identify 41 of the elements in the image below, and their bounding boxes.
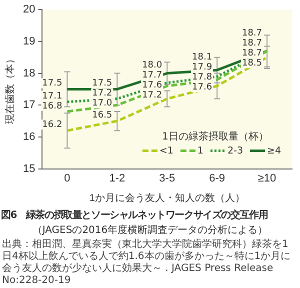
legend-title: 1日の緑茶摂取量（杯） — [162, 130, 268, 142]
data-label: 17.6 — [142, 80, 162, 90]
data-label: 18.7 — [242, 38, 262, 49]
y-tick-label: 18 — [22, 67, 36, 80]
data-label: 17.8 — [192, 72, 212, 82]
data-label: 17.6 — [192, 82, 212, 92]
data-label: 17.5 — [42, 78, 62, 89]
data-label: 17.2 — [92, 88, 112, 99]
data-label: 17.1 — [42, 91, 62, 102]
y-axis-title: 現在歯数（本） — [4, 54, 16, 124]
x-tick-label: 6-9 — [209, 172, 226, 184]
y-tick-label: 19 — [22, 35, 36, 48]
data-label: 16.2 — [42, 120, 62, 130]
text: 図6 緑茶の摂取量とソーシャルネットワークサイズの交互作用 — [1, 208, 269, 222]
legend-label: ≥4 — [266, 145, 282, 156]
legend-label: <1 — [159, 145, 174, 156]
data-label: 18.7 — [242, 48, 262, 59]
y-tick-label: 20 — [22, 4, 36, 16]
data-label: 17.9 — [192, 62, 212, 72]
data-label: 17.0 — [92, 98, 112, 109]
y-tick-label: 16 — [22, 130, 36, 143]
data-label: 18.1 — [192, 52, 212, 62]
data-label: 18.7 — [242, 28, 262, 39]
data-label: 17.2 — [142, 90, 162, 100]
data-label: 16.5 — [92, 110, 112, 120]
x-tick-label: 0 — [64, 172, 70, 184]
y-tick-label: 15 — [22, 162, 36, 175]
data-label: 18.5 — [242, 58, 262, 69]
legend-label: 2-3 — [227, 145, 244, 156]
data-label: 16.8 — [42, 101, 62, 112]
x-axis-title: 1か月に会う友人・知人の数（人） — [89, 192, 245, 204]
x-tick-label: 1-2 — [109, 172, 126, 184]
x-tick-label: 3-5 — [159, 172, 176, 184]
y-tick-label: 17 — [22, 99, 36, 112]
text: （JAGESの2016年度横断調査データの分析による） — [31, 224, 269, 237]
x-tick-label: ≥10 — [258, 172, 276, 184]
legend-label: 1 — [197, 145, 204, 156]
source-note: 出典：相田潤、星真奈実（東北大学大学院歯学研究科）緑茶を1日4杯以上飲んでいる人で約1.6本の歯が多かった～特に1か月に会う友人の数が少ない人に効果大～ . JAGES Press Release No:228-20-19 — [2, 239, 292, 287]
data-label: 17.7 — [142, 70, 162, 80]
data-label: 18.0 — [142, 60, 162, 70]
data-label: 17.5 — [92, 78, 112, 89]
